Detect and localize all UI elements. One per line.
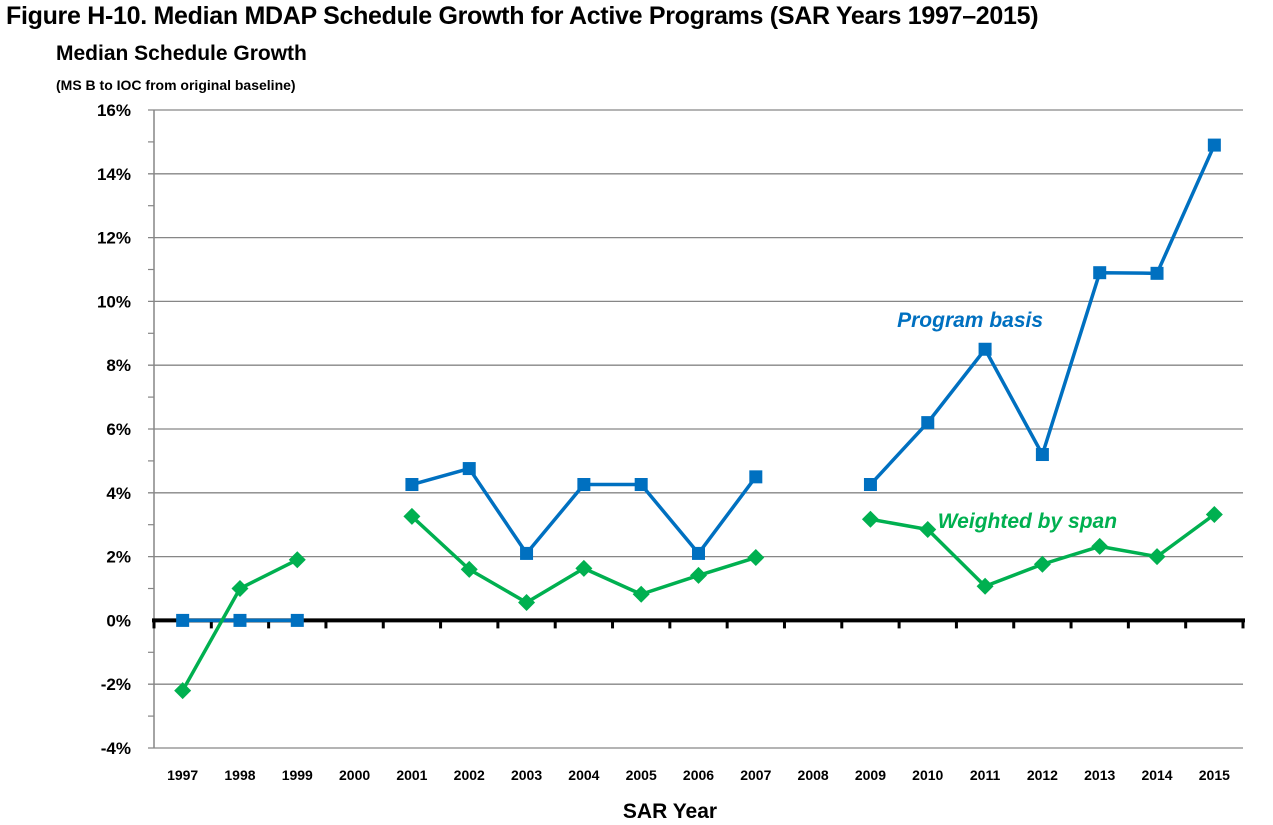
y-tick-label: 6% bbox=[106, 420, 131, 439]
y-tick-label: 16% bbox=[97, 101, 131, 120]
data-point bbox=[632, 585, 650, 603]
data-point bbox=[863, 478, 877, 492]
data-point bbox=[978, 342, 992, 356]
x-tick-label: 2014 bbox=[1141, 767, 1172, 783]
x-tick-label: 2003 bbox=[511, 767, 542, 783]
annotation-label: Program basis bbox=[897, 309, 1043, 332]
data-point bbox=[921, 416, 935, 430]
data-point bbox=[692, 546, 705, 560]
y-tick-label: -4% bbox=[101, 739, 131, 758]
x-tick-label: 2012 bbox=[1027, 767, 1058, 783]
x-tick-label: 2015 bbox=[1199, 767, 1230, 783]
data-point bbox=[231, 580, 249, 597]
x-axis-title: SAR Year bbox=[623, 800, 717, 823]
annotation-label: Weighted by span bbox=[938, 510, 1117, 533]
data-point bbox=[290, 613, 304, 627]
data-point bbox=[976, 577, 994, 595]
x-tick-label: 1998 bbox=[224, 767, 255, 783]
y-tick-label: 8% bbox=[106, 356, 131, 375]
y-tick-label: -2% bbox=[101, 675, 131, 694]
y-tick-label: 10% bbox=[97, 292, 131, 311]
x-tick-label: 2006 bbox=[683, 767, 714, 783]
data-point bbox=[1207, 138, 1221, 152]
x-tick-label: 2008 bbox=[798, 767, 829, 783]
series-program-basis bbox=[176, 138, 1221, 627]
data-point bbox=[460, 560, 478, 578]
data-point bbox=[520, 546, 534, 560]
y-tick-label: 0% bbox=[106, 611, 131, 630]
x-tick-label: 2009 bbox=[855, 767, 886, 783]
y-tick-label: 2% bbox=[106, 548, 131, 567]
x-tick-label: 2001 bbox=[396, 767, 427, 783]
y-axis-subtitle: (MS B to IOC from original baseline) bbox=[56, 77, 296, 93]
x-tick-label: 1999 bbox=[282, 767, 313, 783]
data-point bbox=[634, 478, 648, 492]
data-point bbox=[288, 551, 306, 569]
data-point bbox=[176, 613, 190, 627]
data-point bbox=[919, 520, 937, 538]
data-point bbox=[1093, 266, 1107, 280]
data-point bbox=[403, 507, 421, 525]
data-point bbox=[1148, 548, 1166, 566]
y-axis-title: Median Schedule Growth bbox=[56, 42, 307, 65]
data-point bbox=[405, 478, 419, 492]
data-point bbox=[861, 510, 879, 528]
data-point bbox=[575, 559, 593, 577]
figure-title: Figure H-10. Median MDAP Schedule Growth… bbox=[6, 2, 1039, 30]
data-point bbox=[1150, 266, 1164, 280]
data-point bbox=[1091, 537, 1109, 555]
data-point bbox=[518, 594, 536, 612]
x-tick-label: 2013 bbox=[1084, 767, 1115, 783]
y-axis: -4% -2% 0% 2% 4% 6% 8% 10% 12% 14% 16% bbox=[97, 101, 155, 758]
y-tick-label: 4% bbox=[106, 484, 131, 503]
x-tick-label: 2010 bbox=[912, 767, 943, 783]
data-point bbox=[1035, 448, 1049, 462]
data-point bbox=[1033, 555, 1051, 573]
data-point bbox=[690, 566, 707, 584]
data-point bbox=[174, 682, 192, 700]
gridlines bbox=[148, 109, 1243, 749]
data-point bbox=[1205, 505, 1223, 523]
x-tick-label: 2011 bbox=[970, 767, 1001, 783]
y-tick-label: 14% bbox=[97, 165, 131, 184]
x-axis: 1997 1998 1999 2000 2001 2002 2003 2004 2005 2006… bbox=[152, 618, 1245, 783]
x-tick-label: 2000 bbox=[339, 767, 370, 783]
data-point bbox=[577, 478, 591, 492]
y-tick-label: 12% bbox=[97, 229, 131, 248]
x-tick-label: 2004 bbox=[568, 767, 599, 783]
series-weighted-by-span bbox=[174, 505, 1223, 700]
x-tick-label: 1997 bbox=[167, 767, 198, 783]
x-tick-label: 2007 bbox=[740, 767, 771, 783]
data-point bbox=[749, 470, 763, 484]
x-tick-label: 2002 bbox=[454, 767, 485, 783]
series-group: Program basis Weighted by span bbox=[174, 138, 1223, 700]
data-point bbox=[462, 462, 476, 476]
data-point bbox=[747, 549, 765, 567]
x-tick-label: 2005 bbox=[626, 767, 657, 783]
data-point bbox=[233, 613, 247, 627]
